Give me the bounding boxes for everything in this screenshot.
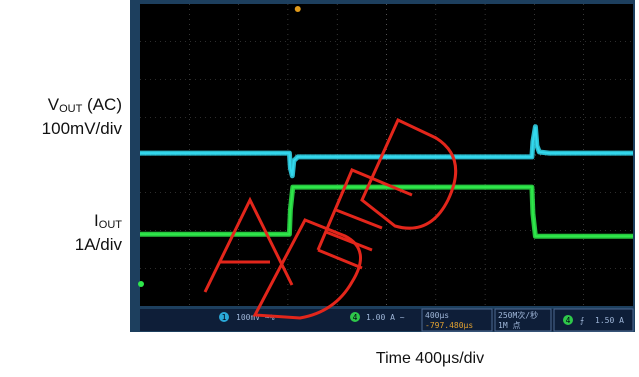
sample-box: [494, 308, 552, 332]
iout-axis-label: IOUT 1A/div: [0, 210, 122, 256]
trigger-badge-text: 4: [566, 316, 571, 325]
iout-subscript: OUT: [98, 219, 122, 231]
vout-subscript: OUT: [59, 103, 83, 115]
timebase-box: [421, 308, 493, 332]
trigger-level-text: 1.50 A: [595, 316, 624, 325]
vout-scale: 100mV/div: [41, 119, 122, 138]
time-axis-label: Time 400μs/div: [375, 350, 485, 367]
sample-rate-text: 250M次/秒: [498, 310, 538, 320]
ch1-badge: [219, 312, 229, 322]
ch4-setting-text: 1.00 A ~: [366, 313, 405, 322]
trigger-position-text: -797.480μs: [425, 321, 473, 330]
trigger-box: [553, 308, 634, 332]
oscilloscope-frame: 1 100mV ~% 4 1.00 A ~ 400μs -797.480μs 250M次/秒…: [130, 0, 635, 332]
ch4-ground-marker: [138, 281, 144, 287]
record-length-text: 1M 点: [498, 321, 520, 330]
ch4-badge-text: 4: [353, 313, 358, 322]
iout-scale: 1A/div: [74, 235, 122, 254]
iout-symbol: I: [94, 211, 99, 230]
trigger-badge: [563, 315, 573, 325]
ch1-badge-text: 1: [222, 313, 227, 322]
trigger-edge-icon: ⨍: [580, 316, 584, 325]
ch1-setting-text: 100mV ~%: [236, 313, 275, 322]
vout-axis-label: VOUT (AC) 100mV/div: [0, 94, 122, 140]
vout-suffix: (AC): [82, 95, 122, 114]
timebase-text: 400μs: [425, 311, 449, 320]
vout-symbol: V: [47, 95, 60, 114]
trigger-position-marker: [294, 6, 301, 12]
oscilloscope-screen: 1 100mV ~% 4 1.00 A ~ 400μs-797.480μs 250M次/秒…: [138, 4, 634, 332]
